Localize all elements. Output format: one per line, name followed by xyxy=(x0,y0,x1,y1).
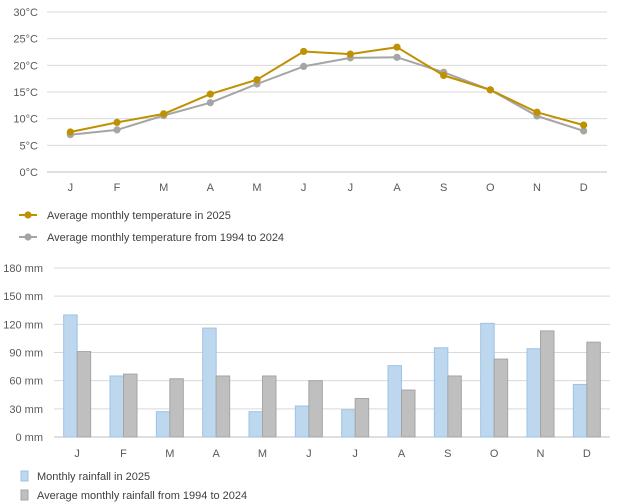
data-point xyxy=(580,127,588,135)
data-point xyxy=(113,126,121,134)
y-tick-label: 0 mm xyxy=(16,432,44,444)
y-tick-label: 10°C xyxy=(13,114,38,126)
x-tick-label: A xyxy=(212,448,220,460)
series-line xyxy=(70,56,585,136)
data-point xyxy=(206,99,214,107)
x-tick-label: N xyxy=(533,182,541,194)
x-tick-label: M xyxy=(159,182,168,194)
legend-label: Monthly rainfall in 2025 xyxy=(37,471,150,483)
y-tick-label: 20°C xyxy=(13,60,38,72)
legend-marker xyxy=(24,233,32,241)
bar xyxy=(341,409,356,438)
legend-marker xyxy=(24,211,32,219)
y-tick-label: 60 mm xyxy=(9,376,43,388)
y-tick-label: 15°C xyxy=(13,87,38,99)
x-tick-label: J xyxy=(301,182,307,194)
bar xyxy=(586,341,601,438)
data-point xyxy=(580,121,588,129)
data-point xyxy=(113,118,121,126)
data-point xyxy=(300,47,308,56)
y-tick-label: 180 mm xyxy=(3,263,43,275)
bar xyxy=(262,375,277,438)
bar xyxy=(572,383,588,438)
x-tick-label: F xyxy=(120,448,127,460)
legend-label: Average monthly rainfall from 1994 to 20… xyxy=(37,490,247,502)
y-tick-label: 25°C xyxy=(13,34,38,46)
data-point xyxy=(393,53,401,61)
y-tick-label: 150 mm xyxy=(3,291,43,303)
data-point xyxy=(160,110,168,118)
data-point xyxy=(486,86,494,94)
bar xyxy=(387,365,402,438)
bar xyxy=(169,378,184,438)
x-tick-label: S xyxy=(444,448,451,460)
bar xyxy=(109,375,124,438)
bar xyxy=(354,398,370,438)
y-tick-label: 5°C xyxy=(20,140,39,152)
x-tick-label: J xyxy=(352,448,358,460)
x-tick-label: N xyxy=(537,448,545,460)
series-line xyxy=(70,46,584,133)
bar xyxy=(248,411,263,438)
x-tick-label: F xyxy=(114,182,121,194)
bar xyxy=(526,348,541,438)
bar xyxy=(202,327,217,438)
x-tick-label: O xyxy=(490,448,499,460)
bar xyxy=(294,405,310,438)
y-tick-label: 30 mm xyxy=(9,404,43,416)
bar xyxy=(63,314,78,438)
x-tick-label: M xyxy=(165,448,174,460)
x-tick-label: D xyxy=(583,448,591,460)
data-point xyxy=(300,62,308,70)
legend-swatch xyxy=(20,470,29,482)
x-tick-label: S xyxy=(440,182,447,194)
y-tick-label: 0°C xyxy=(20,167,39,179)
temperature-line-chart: 0°C 5°C 10°C 15°C 20°C 25°C 30°C J F M A M J J A S O N D xyxy=(13,7,607,194)
bar xyxy=(215,375,231,438)
legend-label: Average monthly temperature from 1994 to… xyxy=(47,232,284,244)
bar xyxy=(123,373,138,438)
data-point xyxy=(253,76,261,84)
x-tick-label: J xyxy=(68,182,74,194)
bar xyxy=(155,411,171,438)
bar xyxy=(540,330,555,438)
bar xyxy=(493,358,509,438)
x-tick-label: D xyxy=(580,182,588,194)
y-tick-label: 30°C xyxy=(13,7,38,19)
x-tick-label: A xyxy=(393,182,401,194)
data-point xyxy=(440,71,448,80)
x-tick-label: J xyxy=(74,448,80,460)
x-tick-label: M xyxy=(258,448,267,460)
legend-swatch xyxy=(20,489,29,501)
y-tick-label: 120 mm xyxy=(3,319,43,331)
x-tick-label: J xyxy=(348,182,354,194)
x-tick-label: A xyxy=(207,182,215,194)
bar xyxy=(447,375,462,438)
y-tick-label: 90 mm xyxy=(9,348,43,360)
bar xyxy=(76,351,92,438)
bar xyxy=(308,380,323,438)
bar xyxy=(401,389,416,438)
rainfall-bar-chart: 0 mm 30 mm 60 mm 90 mm 120 mm 150 mm 180 mm J F M… xyxy=(3,263,610,460)
x-tick-label: J xyxy=(306,448,312,460)
data-point xyxy=(346,50,354,58)
x-tick-label: M xyxy=(252,182,261,194)
legend-label: Average monthly temperature in 2025 xyxy=(47,210,231,222)
rainfall-legend: Monthly rainfall in 2025 Average monthly … xyxy=(20,470,247,502)
data-point xyxy=(393,43,401,51)
bar xyxy=(480,322,495,438)
data-point xyxy=(66,128,74,136)
bar xyxy=(433,347,449,438)
temperature-legend: Average monthly temperature in 2025 Avera… xyxy=(19,210,284,244)
data-point xyxy=(206,90,214,98)
x-tick-label: A xyxy=(398,448,406,460)
x-tick-label: O xyxy=(486,182,495,194)
data-point xyxy=(533,108,541,116)
